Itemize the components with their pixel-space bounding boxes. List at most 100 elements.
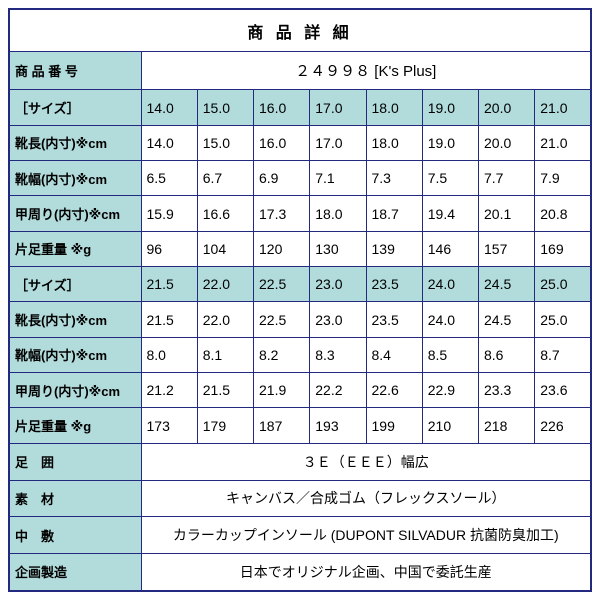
length-value: 24.0 bbox=[421, 301, 480, 338]
weight-value: 169 bbox=[534, 230, 592, 268]
girth-value: 19.4 bbox=[421, 195, 480, 232]
length-value: 17.0 bbox=[309, 124, 367, 162]
width-value: 6.5 bbox=[140, 160, 198, 197]
length-value: 21.5 bbox=[140, 301, 198, 338]
width-row-2: 靴幅(内寸)※cm 8.0 8.1 8.2 8.3 8.4 8.5 8.6 8.… bbox=[8, 336, 592, 374]
size-label: ［サイズ］ bbox=[8, 266, 142, 303]
length-value: 22.5 bbox=[252, 301, 311, 338]
width-value: 8.1 bbox=[196, 336, 255, 374]
width-label: 靴幅(内寸)※cm bbox=[8, 336, 142, 374]
width-value: 8.3 bbox=[309, 336, 367, 374]
product-number-value: ２４９９８ [K's Plus] bbox=[140, 51, 592, 91]
girth-value: 22.9 bbox=[421, 372, 480, 409]
size-value: 22.5 bbox=[252, 266, 311, 303]
girth-value: 22.6 bbox=[365, 372, 423, 409]
width-value: 8.7 bbox=[534, 336, 592, 374]
size-value: 23.0 bbox=[309, 266, 367, 303]
width-value: 7.1 bbox=[309, 160, 367, 197]
girth-value: 22.2 bbox=[309, 372, 367, 409]
weight-value: 218 bbox=[477, 407, 536, 444]
size-value: 20.0 bbox=[477, 89, 536, 126]
production-label: 企画製造 bbox=[8, 552, 142, 592]
size-value: 22.0 bbox=[196, 266, 255, 303]
girth-value: 17.3 bbox=[252, 195, 311, 232]
girth-label: 甲周り(内寸)※cm bbox=[8, 195, 142, 232]
weight-label: 片足重量 ※g bbox=[8, 407, 142, 444]
weight-label: 片足重量 ※g bbox=[8, 230, 142, 268]
length-value: 23.0 bbox=[309, 301, 367, 338]
length-value: 25.0 bbox=[534, 301, 592, 338]
girth-value: 23.3 bbox=[477, 372, 536, 409]
size-value: 16.0 bbox=[252, 89, 311, 126]
insole-value: カラーカップインソール (DUPONT SILVADUR 抗菌防臭加工) bbox=[140, 516, 592, 554]
title-row: 商 品 詳 細 bbox=[8, 8, 592, 53]
weight-value: 193 bbox=[309, 407, 367, 444]
production-value: 日本でオリジナル企画、中国で委託生産 bbox=[140, 552, 592, 592]
length-value: 22.0 bbox=[196, 301, 255, 338]
size-value: 21.0 bbox=[534, 89, 592, 126]
insole-row: 中 敷 カラーカップインソール (DUPONT SILVADUR 抗菌防臭加工) bbox=[8, 516, 592, 554]
weight-value: 179 bbox=[196, 407, 255, 444]
length-value: 14.0 bbox=[140, 124, 198, 162]
length-value: 23.5 bbox=[365, 301, 423, 338]
foot-width-label: 足 囲 bbox=[8, 442, 142, 481]
weight-value: 120 bbox=[252, 230, 311, 268]
production-row: 企画製造 日本でオリジナル企画、中国で委託生産 bbox=[8, 552, 592, 592]
insole-label: 中 敷 bbox=[8, 516, 142, 554]
size-value: 25.0 bbox=[534, 266, 592, 303]
weight-value: 210 bbox=[421, 407, 480, 444]
weight-value: 104 bbox=[196, 230, 255, 268]
weight-value: 146 bbox=[421, 230, 480, 268]
girth-value: 21.5 bbox=[196, 372, 255, 409]
size-label: ［サイズ］ bbox=[8, 89, 142, 126]
length-row-1: 靴長(内寸)※cm 14.0 15.0 16.0 17.0 18.0 19.0 … bbox=[8, 124, 592, 162]
size-row-2: ［サイズ］ 21.5 22.0 22.5 23.0 23.5 24.0 24.5… bbox=[8, 266, 592, 303]
product-number-row: 商 品 番 号 ２４９９８ [K's Plus] bbox=[8, 51, 592, 91]
width-value: 7.5 bbox=[421, 160, 480, 197]
size-row-1: ［サイズ］ 14.0 15.0 16.0 17.0 18.0 19.0 20.0… bbox=[8, 89, 592, 126]
weight-value: 199 bbox=[365, 407, 423, 444]
width-value: 8.6 bbox=[477, 336, 536, 374]
product-detail-table: 商 品 詳 細 商 品 番 号 ２４９９８ [K's Plus] ［サイズ］ 1… bbox=[8, 8, 592, 592]
size-value: 24.0 bbox=[421, 266, 480, 303]
length-value: 16.0 bbox=[252, 124, 311, 162]
product-number-label: 商 品 番 号 bbox=[8, 51, 142, 91]
foot-width-row: 足 囲 ３Ｅ（ＥＥＥ）幅広 bbox=[8, 442, 592, 481]
length-label: 靴長(内寸)※cm bbox=[8, 124, 142, 162]
weight-row-1: 片足重量 ※g 96 104 120 130 139 146 157 169 bbox=[8, 230, 592, 268]
girth-value: 16.6 bbox=[196, 195, 255, 232]
girth-label: 甲周り(内寸)※cm bbox=[8, 372, 142, 409]
length-value: 15.0 bbox=[196, 124, 255, 162]
length-row-2: 靴長(内寸)※cm 21.5 22.0 22.5 23.0 23.5 24.0 … bbox=[8, 301, 592, 338]
weight-row-2: 片足重量 ※g 173 179 187 193 199 210 218 226 bbox=[8, 407, 592, 444]
length-value: 21.0 bbox=[534, 124, 592, 162]
girth-value: 18.0 bbox=[309, 195, 367, 232]
material-row: 素 材 キャンバス／合成ゴム（フレックスソール） bbox=[8, 479, 592, 518]
material-label: 素 材 bbox=[8, 479, 142, 518]
width-row-1: 靴幅(内寸)※cm 6.5 6.7 6.9 7.1 7.3 7.5 7.7 7.… bbox=[8, 160, 592, 197]
girth-value: 15.9 bbox=[140, 195, 198, 232]
material-value: キャンバス／合成ゴム（フレックスソール） bbox=[140, 479, 592, 518]
length-label: 靴長(内寸)※cm bbox=[8, 301, 142, 338]
weight-value: 157 bbox=[477, 230, 536, 268]
width-value: 8.5 bbox=[421, 336, 480, 374]
size-value: 15.0 bbox=[196, 89, 255, 126]
size-value: 18.0 bbox=[365, 89, 423, 126]
weight-value: 96 bbox=[140, 230, 198, 268]
size-value: 21.5 bbox=[140, 266, 198, 303]
girth-row-2: 甲周り(内寸)※cm 21.2 21.5 21.9 22.2 22.6 22.9… bbox=[8, 372, 592, 409]
weight-value: 139 bbox=[365, 230, 423, 268]
weight-value: 187 bbox=[252, 407, 311, 444]
length-value: 18.0 bbox=[365, 124, 423, 162]
width-value: 8.0 bbox=[140, 336, 198, 374]
girth-value: 21.9 bbox=[252, 372, 311, 409]
girth-value: 23.6 bbox=[534, 372, 592, 409]
width-value: 7.9 bbox=[534, 160, 592, 197]
size-value: 23.5 bbox=[365, 266, 423, 303]
girth-value: 21.2 bbox=[140, 372, 198, 409]
width-value: 7.3 bbox=[365, 160, 423, 197]
size-value: 19.0 bbox=[421, 89, 480, 126]
weight-value: 226 bbox=[534, 407, 592, 444]
width-value: 8.4 bbox=[365, 336, 423, 374]
